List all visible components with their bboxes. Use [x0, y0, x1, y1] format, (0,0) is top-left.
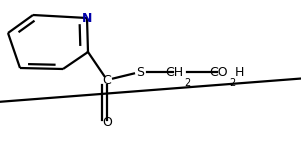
Text: 2: 2 [229, 78, 235, 88]
Text: 2: 2 [184, 78, 191, 88]
Text: O: O [102, 117, 112, 129]
Text: S: S [136, 66, 144, 79]
Text: H: H [234, 66, 244, 79]
Text: N: N [82, 12, 92, 24]
Text: CH: CH [166, 66, 184, 79]
Text: CO: CO [209, 66, 228, 79]
Text: C: C [103, 74, 111, 87]
